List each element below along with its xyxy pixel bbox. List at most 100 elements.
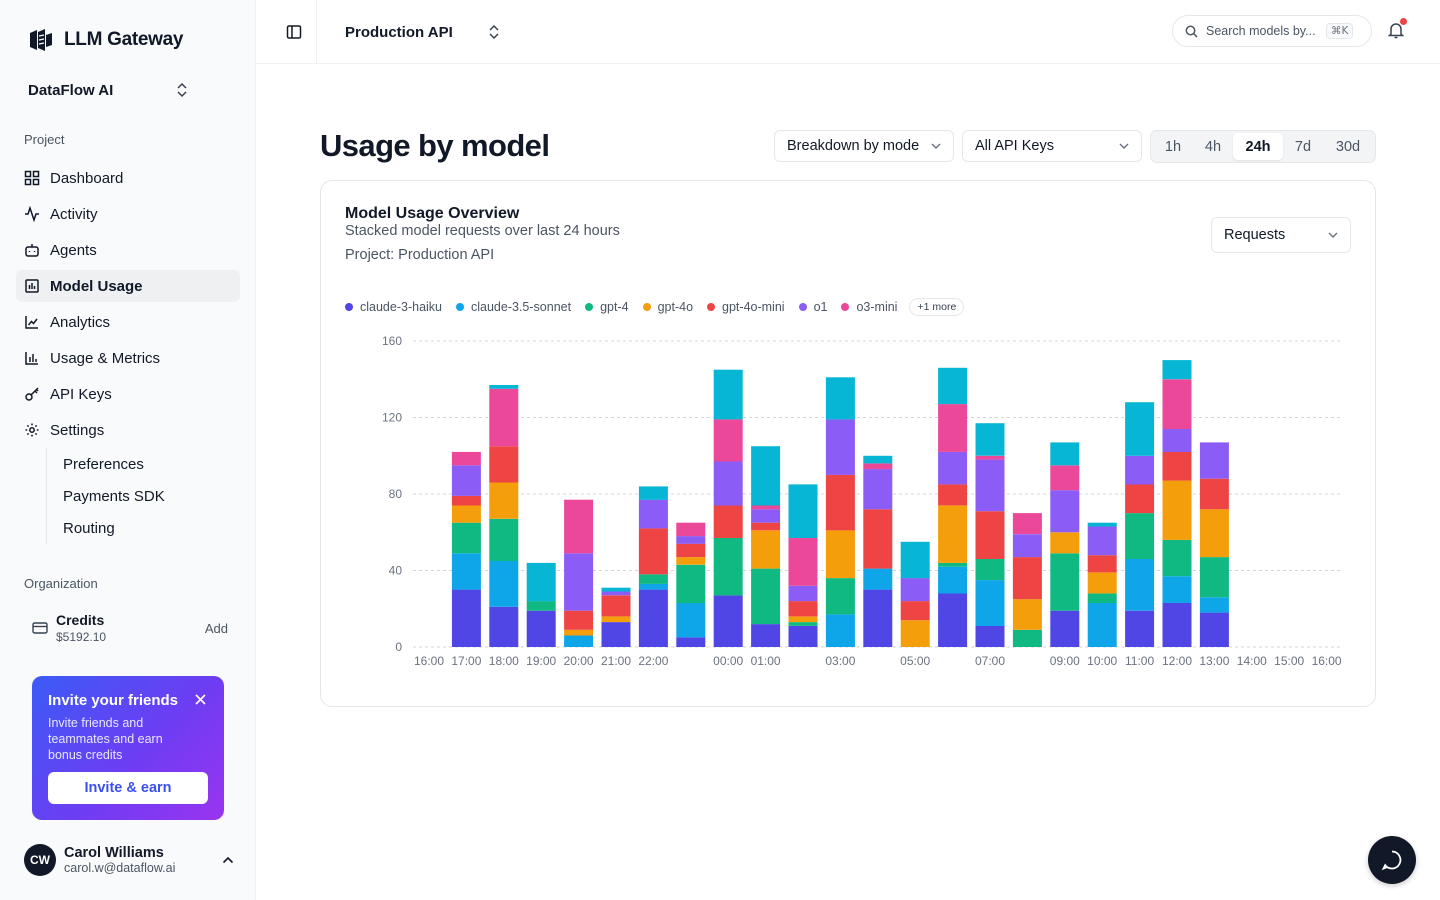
bar-segment[interactable]	[938, 404, 968, 452]
bar-segment[interactable]	[1050, 553, 1080, 611]
bar-segment[interactable]	[1199, 478, 1229, 510]
bar-segment[interactable]	[975, 580, 1005, 626]
bar-segment[interactable]	[938, 505, 968, 563]
bar-segment[interactable]	[564, 553, 594, 611]
bar-segment[interactable]	[975, 455, 1005, 460]
subnav-item-preferences[interactable]: Preferences	[63, 455, 144, 473]
bar-segment[interactable]	[975, 423, 1005, 456]
bar-segment[interactable]	[1162, 539, 1192, 577]
bar-segment[interactable]	[489, 388, 519, 447]
bar-segment[interactable]	[601, 595, 631, 617]
metric-select[interactable]: Requests	[1211, 217, 1351, 253]
bar-segment[interactable]	[1087, 593, 1117, 603]
bar-segment[interactable]	[751, 530, 781, 569]
add-credits-button[interactable]: Add	[204, 620, 228, 636]
bar-segment[interactable]	[1125, 402, 1155, 456]
bar-segment[interactable]	[975, 459, 1005, 512]
bar-segment[interactable]	[676, 564, 706, 604]
sidebar-item-api-keys[interactable]: API Keys	[16, 378, 240, 410]
sidebar-item-dashboard[interactable]: Dashboard	[16, 162, 240, 194]
bar-segment[interactable]	[713, 369, 743, 420]
bar-segment[interactable]	[489, 482, 519, 519]
bar-segment[interactable]	[713, 538, 743, 596]
bar-segment[interactable]	[825, 530, 855, 579]
bar-segment[interactable]	[1050, 490, 1080, 533]
bar-segment[interactable]	[788, 538, 818, 586]
bar-segment[interactable]	[825, 614, 855, 648]
sidebar-item-usage-metrics[interactable]: Usage & Metrics	[16, 342, 240, 374]
bar-segment[interactable]	[676, 637, 706, 647]
sidebar-item-analytics[interactable]: Analytics	[16, 306, 240, 338]
bar-segment[interactable]	[975, 626, 1005, 647]
bar-segment[interactable]	[825, 377, 855, 420]
bar-segment[interactable]	[751, 505, 781, 510]
bar-segment[interactable]	[451, 553, 481, 590]
brand[interactable]: LLM Gateway	[28, 27, 183, 53]
legend-item[interactable]: gpt-4	[585, 300, 629, 314]
bar-segment[interactable]	[1050, 442, 1080, 466]
bar-segment[interactable]	[1087, 603, 1117, 647]
sidebar-toggle-icon[interactable]	[286, 24, 302, 40]
bar-segment[interactable]	[638, 574, 668, 584]
bar-segment[interactable]	[564, 629, 594, 636]
legend-more-button[interactable]: +1 more	[909, 298, 965, 316]
bar-segment[interactable]	[489, 606, 519, 647]
bar-segment[interactable]	[938, 484, 968, 506]
bar-segment[interactable]	[1012, 629, 1042, 647]
bar-segment[interactable]	[938, 562, 968, 567]
legend-item[interactable]: gpt-4o	[642, 300, 693, 314]
bar-segment[interactable]	[975, 559, 1005, 580]
bar-segment[interactable]	[1125, 513, 1155, 559]
bar-segment[interactable]	[1050, 610, 1080, 647]
bar-segment[interactable]	[638, 528, 668, 575]
bar-segment[interactable]	[863, 469, 893, 510]
bar-segment[interactable]	[713, 505, 743, 539]
bar-segment[interactable]	[489, 518, 519, 561]
bar-segment[interactable]	[451, 589, 481, 647]
bar-segment[interactable]	[1050, 532, 1080, 554]
bar-segment[interactable]	[900, 541, 930, 579]
bar-segment[interactable]	[1199, 509, 1229, 558]
bar-segment[interactable]	[1087, 526, 1117, 556]
bar-segment[interactable]	[1087, 522, 1117, 527]
bar-segment[interactable]	[863, 589, 893, 647]
range-24h[interactable]: 24h	[1233, 133, 1283, 160]
bar-segment[interactable]	[825, 419, 855, 475]
bar-segment[interactable]	[451, 451, 481, 466]
bar-segment[interactable]	[751, 446, 781, 506]
bar-segment[interactable]	[788, 622, 818, 626]
bar-segment[interactable]	[1125, 455, 1155, 485]
bar-segment[interactable]	[863, 463, 893, 470]
org-switcher[interactable]: DataFlow AI	[28, 80, 188, 100]
bar-segment[interactable]	[526, 610, 556, 647]
legend-item[interactable]: claude-3-haiku	[345, 300, 442, 314]
breakdown-select[interactable]: Breakdown by model	[774, 130, 954, 162]
bar-segment[interactable]	[751, 568, 781, 625]
bar-segment[interactable]	[900, 620, 930, 647]
bar-segment[interactable]	[1162, 603, 1192, 647]
bar-segment[interactable]	[1199, 597, 1229, 613]
search-box[interactable]: ⌘K	[1172, 15, 1372, 47]
bar-segment[interactable]	[601, 616, 631, 623]
range-30d[interactable]: 30d	[1335, 138, 1361, 155]
bar-segment[interactable]	[676, 603, 706, 638]
bar-segment[interactable]	[713, 461, 743, 506]
bar-segment[interactable]	[638, 589, 668, 647]
legend-item[interactable]: gpt-4o-mini	[707, 300, 785, 314]
bar-segment[interactable]	[1199, 442, 1229, 479]
bar-segment[interactable]	[938, 367, 968, 405]
bar-segment[interactable]	[1162, 576, 1192, 603]
bar-segment[interactable]	[1199, 612, 1229, 647]
bar-segment[interactable]	[1050, 465, 1080, 491]
bar-segment[interactable]	[1087, 572, 1117, 594]
bar-segment[interactable]	[1199, 557, 1229, 598]
bar-segment[interactable]	[526, 562, 556, 602]
bar-segment[interactable]	[1125, 559, 1155, 611]
project-switcher[interactable]: Production API	[345, 22, 500, 42]
bar-segment[interactable]	[1162, 451, 1192, 481]
bar-segment[interactable]	[938, 593, 968, 647]
bar-segment[interactable]	[1125, 484, 1155, 514]
bar-segment[interactable]	[676, 543, 706, 558]
chat-button[interactable]	[1368, 836, 1416, 884]
bar-segment[interactable]	[863, 568, 893, 590]
